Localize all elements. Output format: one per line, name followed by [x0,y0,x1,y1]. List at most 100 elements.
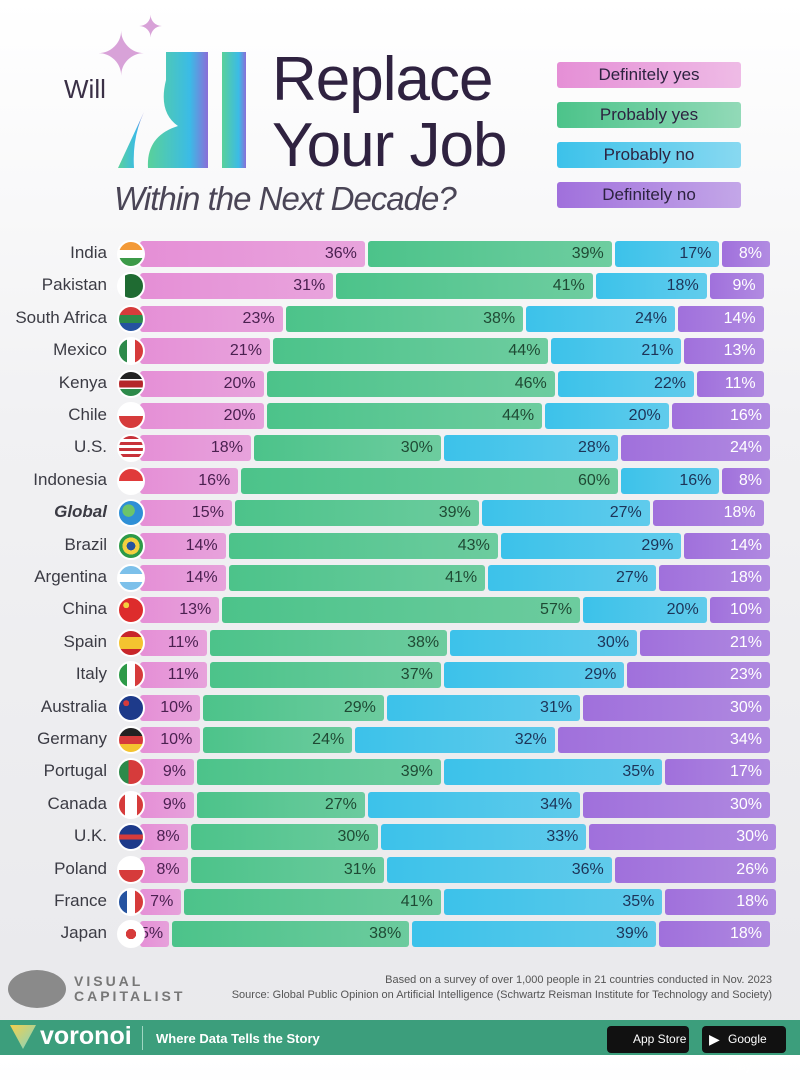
bar-segment-probably-yes: 37% [209,662,441,689]
country-label: Japan [60,923,107,943]
bar-segment-probably-yes: 60% [241,467,619,494]
bar-segment-definitely-no: 17% [665,759,770,786]
bar-segment-probably-no: 33% [380,824,587,851]
bar-row: Portugal 9% 39% 35% 17% [0,758,800,787]
bar-segment-probably-no: 36% [386,856,612,883]
bar-row: Australia 10% 29% 31% 30% [0,693,800,722]
bar-segment-probably-no: 27% [488,565,657,591]
vc-logo-icon [8,970,66,1008]
country-label: India [70,243,107,262]
bar-segment-definitely-no: 24% [621,435,770,462]
bar-segment-definitely-no: 16% [671,403,770,429]
country-label: Indonesia [33,469,107,489]
country-label: South Africa [15,307,107,327]
bar-segment-definitely-yes: 18% [140,435,251,462]
bar-segment-probably-yes: 39% [367,241,612,267]
sparkle-icon: ✦ [138,11,164,44]
bar-segment-probably-no: 35% [443,889,663,915]
bar-segment-definitely-no: 30% [583,791,770,818]
title-line1: Replace [272,45,493,114]
portugal-flag-icon [117,758,145,787]
google-play-label: Google Play [728,1032,767,1073]
bar-segment-probably-yes: 38% [285,305,524,332]
japan-flag-icon [117,920,145,949]
bar-segment-probably-yes: 46% [266,370,555,397]
bar-segment-probably-no: 20% [545,403,669,429]
title-line2: Your Job [272,111,507,180]
bar-segment-probably-no: 31% [386,694,581,721]
bar-segment-definitely-yes: 15% [140,500,232,527]
argentina-flag-icon [117,564,145,592]
bar-segment-definitely-no: 8% [722,467,770,494]
country-label: Australia [40,696,107,716]
bar-segment-probably-no: 18% [595,273,707,300]
china-flag-icon [117,596,145,625]
bar-segment-probably-yes: 44% [266,403,543,429]
pakistan-flag-icon [117,272,145,301]
canada-flag-icon [117,790,145,819]
bar-segment-probably-no: 29% [500,532,682,559]
bar-segment-probably-no: 20% [583,597,707,624]
bar-row: India 36% 39% 17% 8% [0,240,800,268]
bar-segment-definitely-yes: 7% [140,889,182,915]
bar-segment-probably-yes: 38% [171,921,410,948]
bar-row: Canada 9% 27% 34% 30% [0,790,800,819]
brand-line2: CAPITALIST [74,988,186,1004]
bar-segment-probably-yes: 41% [336,273,593,300]
bar-segment-definitely-no: 18% [665,889,777,915]
mexico-flag-icon [117,337,145,366]
survey-note: Based on a survey of over 1,000 people i… [385,974,772,986]
bar-segment-probably-no: 29% [443,662,625,689]
legend-item-definitely-no: Definitely no [557,182,741,208]
voronoi-logo-icon [10,1025,36,1049]
brand-line1: VISUAL [74,973,144,989]
bar-row: Global 15% 39% 27% 18% [0,499,800,528]
bar-segment-definitely-yes: 8% [140,824,188,851]
bar-row: Indonesia 16% 60% 16% 8% [0,466,800,495]
bar-row: Pakistan 31% 41% 18% 9% [0,272,800,301]
country-label: Mexico [53,340,107,360]
bar-segment-definitely-yes: 36% [140,241,365,267]
bar-segment-definitely-yes: 14% [140,565,226,591]
us-flag-icon [117,434,145,463]
bar-segment-probably-no: 32% [355,727,555,753]
country-label: Chile [68,405,107,424]
country-label: Spain [63,631,107,651]
country-label: Kenya [58,372,107,392]
country-label: Canada [47,793,107,813]
legend-item-probably-yes: Probably yes [557,102,741,128]
bar-segment-definitely-yes: 20% [140,370,264,397]
bar-segment-definitely-no: 13% [684,338,764,365]
bar-row: Italy 11% 37% 29% 23% [0,661,800,690]
bar-segment-definitely-yes: 8% [140,856,188,883]
bar-segment-probably-no: 27% [481,500,650,527]
play-icon: ▶ [709,1031,720,1047]
bar-segment-probably-no: 22% [557,370,695,397]
bar-segment-definitely-no: 14% [678,305,764,332]
bar-segment-probably-no: 16% [621,467,720,494]
bar-segment-probably-no: 24% [526,305,676,332]
bar-segment-definitely-no: 14% [684,532,770,559]
footer-bar: voronoi Where Data Tells the Story App S… [0,1020,800,1073]
chile-flag-icon [117,402,145,430]
bar-segment-definitely-yes: 14% [140,532,226,559]
poland-flag-icon [117,855,145,884]
bar-segment-definitely-no: 26% [614,856,777,883]
brazil-flag-icon [117,531,145,560]
bar-row: France 7% 41% 35% 18% [0,888,800,916]
google-play-button[interactable]: ▶ Google Play [702,1026,786,1073]
bar-row: Japan 5% 38% 39% 18% [0,920,800,949]
bar-row: South Africa 23% 38% 24% 14% [0,304,800,333]
app-store-button[interactable]: App Store [607,1026,689,1053]
bar-segment-definitely-no: 18% [659,565,770,591]
divider [142,1026,143,1050]
legend-item-probably-no: Probably no [557,142,741,168]
bar-row: Chile 20% 44% 20% 16% [0,402,800,430]
australia-flag-icon [117,693,145,722]
bar-row: China 13% 57% 20% 10% [0,596,800,625]
country-label: Pakistan [41,275,107,295]
bar-segment-probably-no: 17% [614,241,720,267]
bar-segment-definitely-no: 10% [709,597,770,624]
bar-segment-definitely-no: 18% [652,500,764,527]
app-store-label: App Store [633,1032,687,1046]
